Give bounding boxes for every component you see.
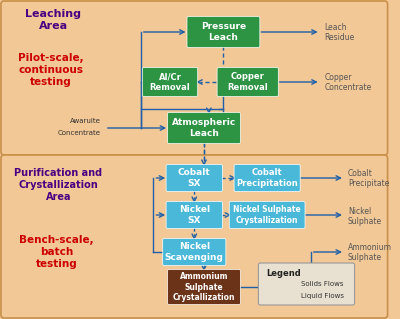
Text: Legend: Legend xyxy=(266,269,301,278)
Text: Concentrate: Concentrate xyxy=(58,130,101,136)
FancyBboxPatch shape xyxy=(142,68,198,97)
Text: Nickel Sulphate
Crystallization: Nickel Sulphate Crystallization xyxy=(233,205,301,225)
Text: Copper
Removal: Copper Removal xyxy=(227,72,268,92)
FancyBboxPatch shape xyxy=(1,155,388,318)
Text: Pressure
Leach: Pressure Leach xyxy=(201,22,246,42)
FancyBboxPatch shape xyxy=(258,263,354,305)
Text: Awaruite: Awaruite xyxy=(70,118,101,124)
Text: Atmospheric
Leach: Atmospheric Leach xyxy=(172,118,236,138)
FancyBboxPatch shape xyxy=(234,165,300,191)
Text: Copper: Copper xyxy=(324,73,352,83)
Text: Leaching
Area: Leaching Area xyxy=(26,9,82,31)
FancyBboxPatch shape xyxy=(166,165,222,191)
Text: Liquid Flows: Liquid Flows xyxy=(301,293,344,299)
Text: Ammonium: Ammonium xyxy=(348,243,392,253)
Text: Purification and
Crystallization
Area: Purification and Crystallization Area xyxy=(14,167,102,202)
Text: Cobalt
SX: Cobalt SX xyxy=(178,168,211,188)
Text: Cobalt: Cobalt xyxy=(348,169,373,179)
Text: Al/Cr
Removal: Al/Cr Removal xyxy=(150,72,190,92)
FancyBboxPatch shape xyxy=(217,68,278,97)
Text: Cobalt
Precipitation: Cobalt Precipitation xyxy=(236,168,298,188)
FancyBboxPatch shape xyxy=(229,202,305,228)
Text: Precipitate: Precipitate xyxy=(348,180,389,189)
Text: Pilot-scale,
continuous
testing: Pilot-scale, continuous testing xyxy=(18,53,83,87)
FancyBboxPatch shape xyxy=(1,1,388,155)
Text: Solids Flows: Solids Flows xyxy=(301,281,344,287)
Text: Concentrate: Concentrate xyxy=(324,84,372,93)
FancyBboxPatch shape xyxy=(166,202,222,228)
Text: Nickel: Nickel xyxy=(348,206,371,216)
Text: Ammonium
Sulphate
Crystallization: Ammonium Sulphate Crystallization xyxy=(173,272,235,302)
FancyBboxPatch shape xyxy=(168,270,240,305)
Text: Residue: Residue xyxy=(324,33,355,42)
Text: Leach: Leach xyxy=(324,24,347,33)
Text: Sulphate: Sulphate xyxy=(348,217,382,226)
FancyBboxPatch shape xyxy=(163,239,226,265)
Text: Nickel
SX: Nickel SX xyxy=(179,205,210,225)
Text: Nickel
Scavenging: Nickel Scavenging xyxy=(165,242,224,262)
FancyBboxPatch shape xyxy=(187,17,260,48)
Text: Sulphate: Sulphate xyxy=(348,254,382,263)
FancyBboxPatch shape xyxy=(168,113,240,144)
Text: Bench-scale,
batch
testing: Bench-scale, batch testing xyxy=(19,234,94,270)
